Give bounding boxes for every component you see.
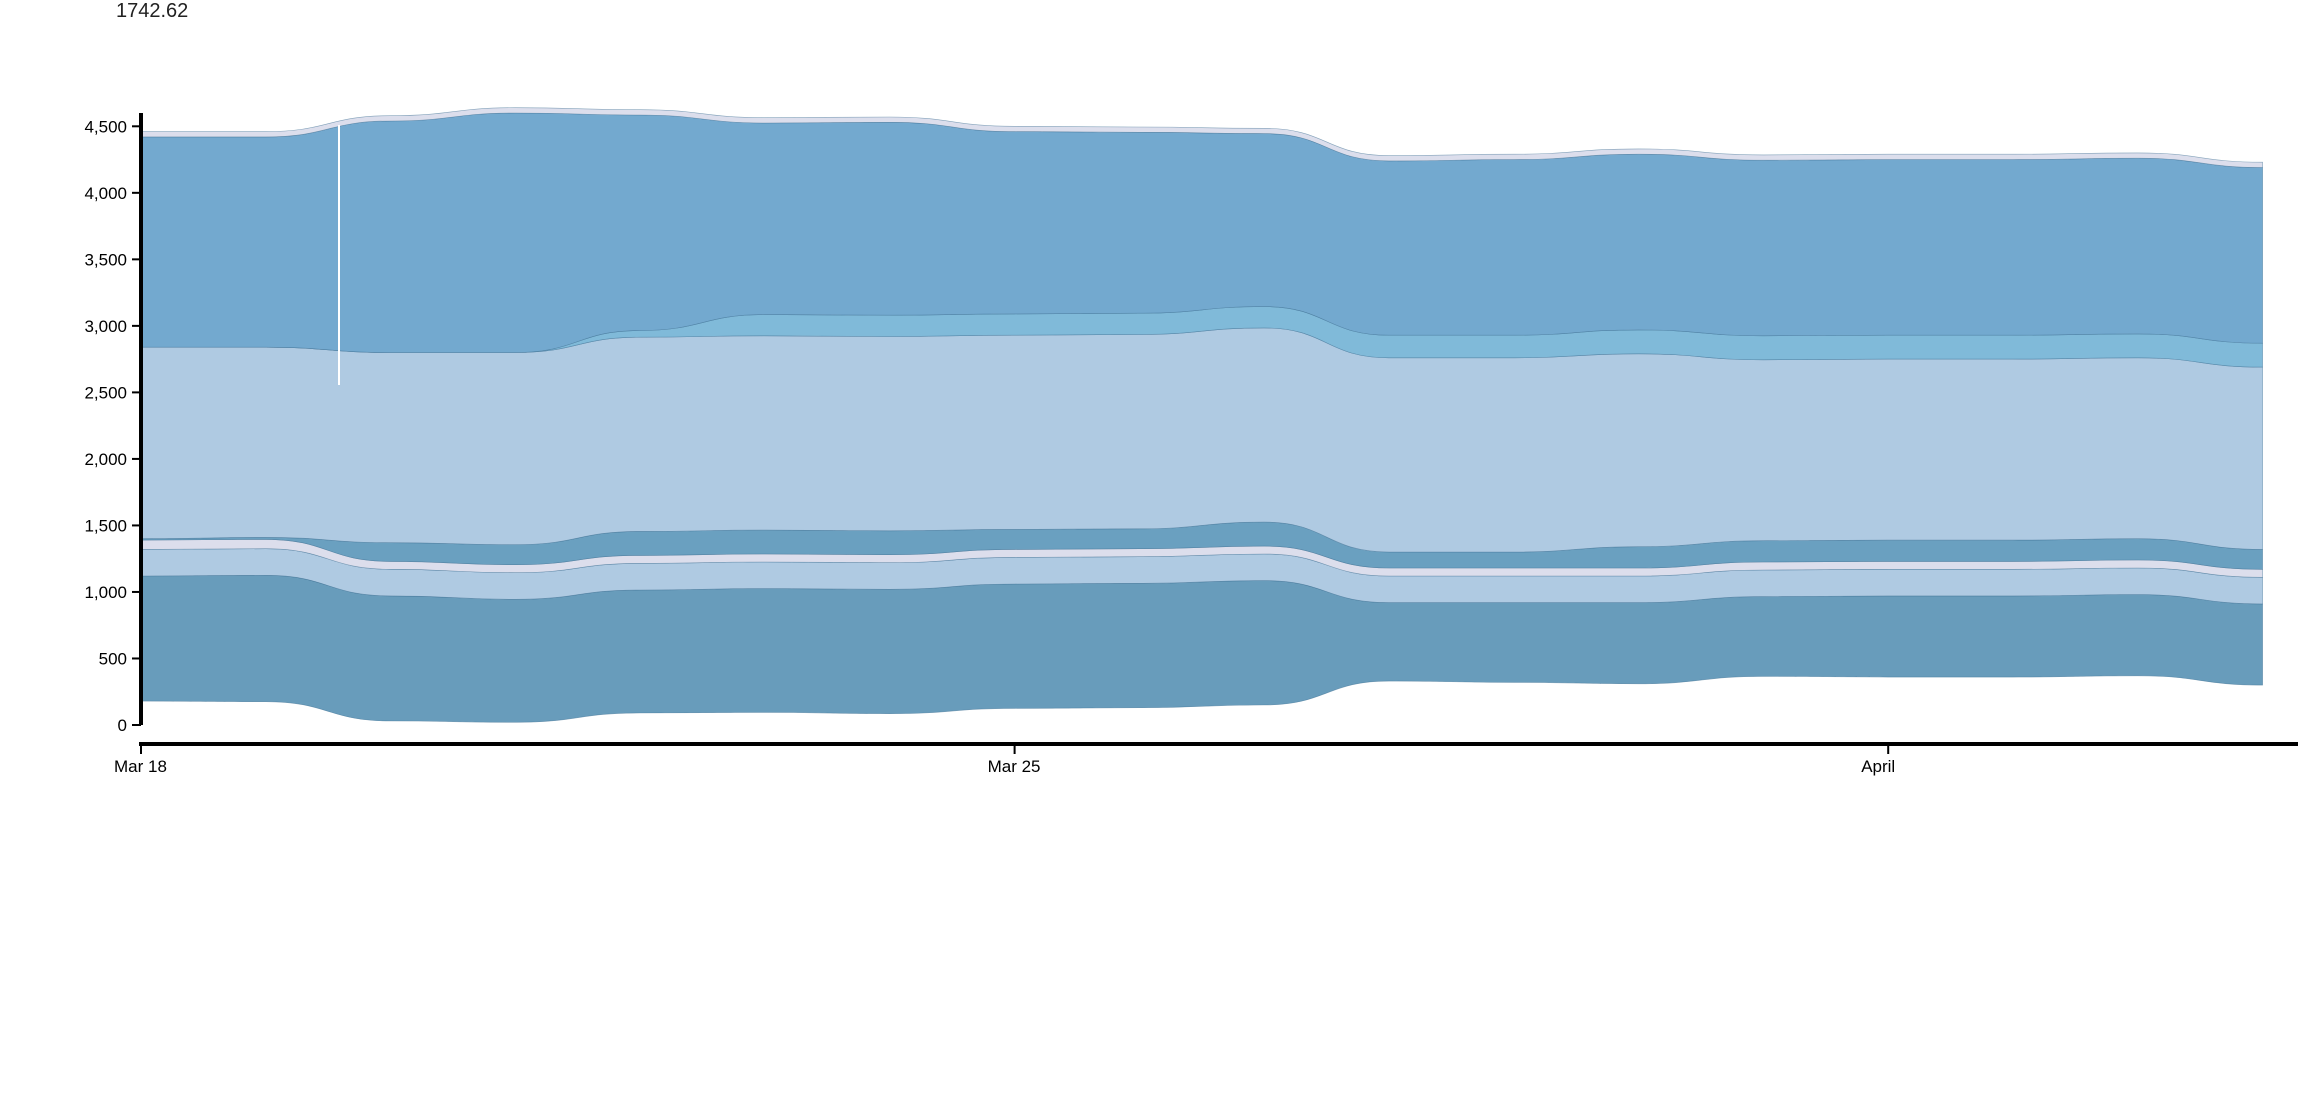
x-axis: Mar 18 Mar 25 April: [114, 742, 2298, 776]
y-tick-label: 3,500: [84, 250, 127, 269]
y-tick-label: 1,000: [84, 583, 127, 602]
x-tick-label: Mar 25: [988, 757, 1041, 776]
x-tick-label: April: [1861, 757, 1895, 776]
y-tick-label: 0: [118, 716, 127, 735]
y-tick-label: 2,000: [84, 450, 127, 469]
y-tick-label: 1,500: [84, 516, 127, 535]
hover-value-readout: 1742.62: [116, 0, 189, 22]
stream-layers: [140, 107, 2263, 723]
y-tick-label: 2,500: [84, 383, 127, 402]
y-tick-label: 3,000: [84, 317, 127, 336]
streamgraph-chart[interactable]: 0 500 1,000 1,500 2,000 2,500 3,000 3,500 4,000 4…: [0, 0, 2298, 800]
stream-layer-8[interactable]: [140, 107, 2263, 168]
y-tick-label: 4,000: [84, 184, 127, 203]
y-tick-label: 4,500: [84, 117, 127, 136]
stream-layer-5[interactable]: [140, 327, 2263, 553]
x-tick-label: Mar 18: [114, 757, 167, 776]
y-tick-label: 500: [99, 649, 127, 668]
y-axis: 0 500 1,000 1,500 2,000 2,500 3,000 3,500 4,000 4…: [84, 113, 143, 735]
